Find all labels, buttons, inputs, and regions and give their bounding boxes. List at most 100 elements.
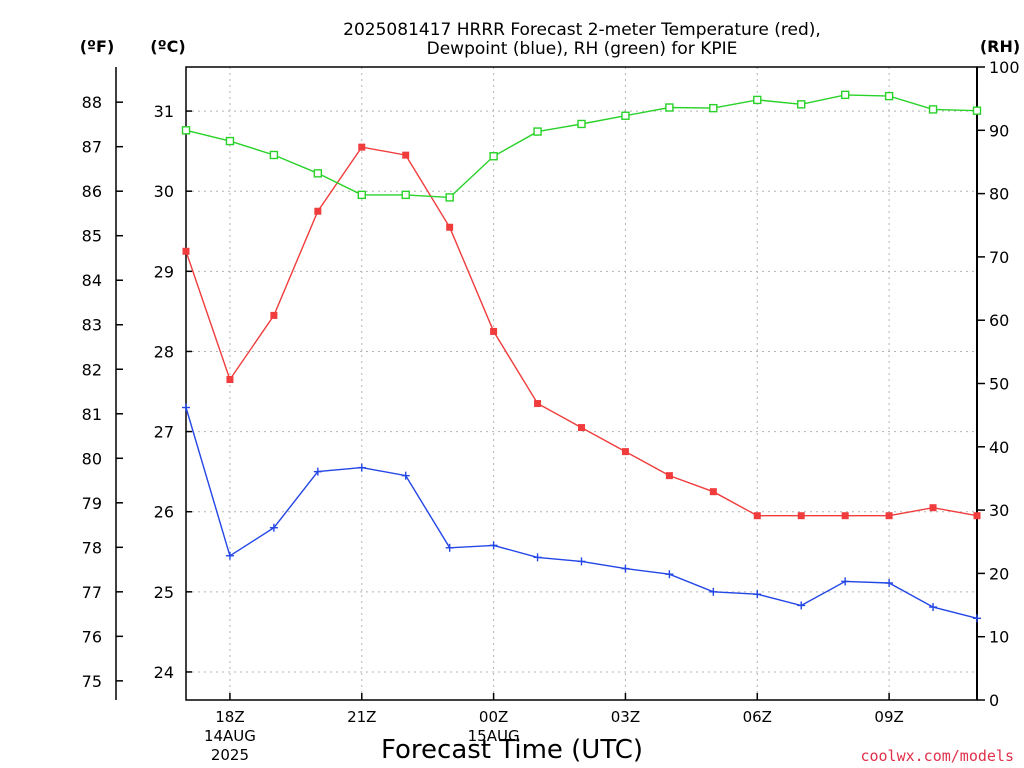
rh-point xyxy=(621,111,630,120)
chart-title-line-2: Dewpoint (blue), RH (green) for KPIE xyxy=(427,39,738,59)
temperature-point xyxy=(621,448,629,456)
rh-point xyxy=(972,106,982,115)
x-axis-title: Forecast Time (UTC) xyxy=(381,735,643,765)
temperature-point xyxy=(270,311,278,319)
rh-tick-label: 40 xyxy=(989,438,1009,457)
celsius-tick-label: 25 xyxy=(154,583,174,602)
dewpoint-point xyxy=(357,463,366,472)
credit-text: coolwx.com/models xyxy=(860,747,1014,765)
rh-tick-label: 30 xyxy=(989,501,1009,520)
dewpoint-point xyxy=(797,601,806,610)
plot-frame xyxy=(185,66,978,701)
temperature-point xyxy=(490,327,498,335)
fahrenheit-tick-label: 82 xyxy=(82,360,102,379)
rh-tick-label: 50 xyxy=(989,375,1009,394)
x-tick-label: 00Z xyxy=(479,708,508,726)
rh-point xyxy=(709,103,718,113)
fahrenheit-tick-label: 84 xyxy=(82,271,102,290)
dewpoint-point xyxy=(709,587,718,596)
rh-tick-label: 100 xyxy=(989,58,1020,77)
temperature-point xyxy=(929,504,937,512)
rh-point xyxy=(753,95,762,105)
dewpoint-point xyxy=(489,541,498,550)
rh-point xyxy=(797,100,806,109)
x-tick-label: 06Z xyxy=(743,708,772,726)
temperature-point xyxy=(841,512,849,520)
x-tick-label: 18Z xyxy=(215,708,244,726)
fahrenheit-tick-label: 80 xyxy=(82,449,102,468)
celsius-axis-unit: (ºC) xyxy=(150,37,185,56)
dewpoint-point xyxy=(621,564,630,573)
chart-title: 2025081417 HRRR Forecast 2-meter Tempera… xyxy=(343,20,821,59)
celsius-tick-label: 29 xyxy=(154,262,174,281)
rh-point xyxy=(489,152,498,161)
celsius-tick-label: 26 xyxy=(154,503,174,522)
temperature-point xyxy=(753,512,761,520)
fahrenheit-axis-unit: (ºF) xyxy=(80,37,115,56)
rh-point xyxy=(840,90,850,100)
fahrenheit-tick-label: 83 xyxy=(82,316,102,335)
dewpoint-point xyxy=(753,590,762,599)
temperature-line xyxy=(185,146,978,517)
dewpoint-point xyxy=(225,551,234,560)
fahrenheit-tick-label: 81 xyxy=(82,405,102,424)
fahrenheit-tick-label: 76 xyxy=(82,627,102,646)
rh-tick-label: 10 xyxy=(989,628,1009,647)
dewpoint-point xyxy=(665,570,674,579)
fahrenheit-tick-label: 79 xyxy=(82,494,102,513)
rh-point xyxy=(357,190,366,200)
fahrenheit-tick-label: 75 xyxy=(82,672,102,691)
temperature-point xyxy=(665,472,673,480)
series xyxy=(181,90,982,623)
celsius-tick-label: 24 xyxy=(154,663,174,682)
chart-title-line-1: 2025081417 HRRR Forecast 2-meter Tempera… xyxy=(343,20,821,40)
dewpoint-point xyxy=(533,553,542,562)
x-tick-label: 15AUG xyxy=(468,727,520,745)
celsius-tick-label: 30 xyxy=(154,182,174,201)
x-tick-label: 21Z xyxy=(347,708,376,726)
fahrenheit-tick-label: 85 xyxy=(82,227,102,246)
rh-tick-label: 60 xyxy=(989,311,1009,330)
x-tick-label: 09Z xyxy=(874,708,903,726)
temperature-point xyxy=(402,151,410,159)
rh-point xyxy=(313,169,323,178)
dewpoint-point xyxy=(182,403,190,412)
dewpoint-line xyxy=(185,407,978,619)
rh-point xyxy=(577,119,586,129)
celsius-tick-label: 31 xyxy=(154,102,174,121)
x-tick-label: 03Z xyxy=(611,708,640,726)
dewpoint-point xyxy=(269,523,278,532)
rh-line xyxy=(185,94,978,199)
x-tick-label: 14AUG xyxy=(204,727,256,745)
rh-point xyxy=(181,126,191,135)
temperature-point xyxy=(446,223,454,231)
grid xyxy=(186,67,977,700)
rh-axis-unit: (RH) xyxy=(980,37,1020,56)
rh-tick-label: 20 xyxy=(989,564,1009,583)
dewpoint-point xyxy=(885,579,894,588)
rh-point xyxy=(401,190,410,200)
rh-tick-label: 90 xyxy=(989,121,1009,140)
axes: 75 76 77 78 79 80 81 82 83 84 85 86 87 88 24 25 26 27 28 29… xyxy=(82,58,1020,710)
fahrenheit-tick-label: 78 xyxy=(82,538,102,557)
temperature-point xyxy=(885,512,893,520)
temperature-point xyxy=(797,512,805,520)
dewpoint-point xyxy=(401,471,410,480)
temperature-point xyxy=(226,375,234,383)
fahrenheit-tick-label: 86 xyxy=(82,182,102,201)
temperature-point xyxy=(534,400,542,408)
celsius-tick-label: 27 xyxy=(154,423,174,442)
temperature-point xyxy=(358,143,366,151)
dewpoint-point xyxy=(841,577,850,586)
rh-point xyxy=(225,136,235,146)
fahrenheit-tick-label: 87 xyxy=(82,138,102,157)
dewpoint-point xyxy=(577,557,586,566)
rh-tick-label: 0 xyxy=(989,691,999,710)
temperature-point xyxy=(578,424,585,432)
fahrenheit-tick-label: 88 xyxy=(82,93,102,112)
temperature-point xyxy=(973,512,981,520)
dewpoint-point xyxy=(313,467,322,476)
rh-point xyxy=(884,91,894,101)
